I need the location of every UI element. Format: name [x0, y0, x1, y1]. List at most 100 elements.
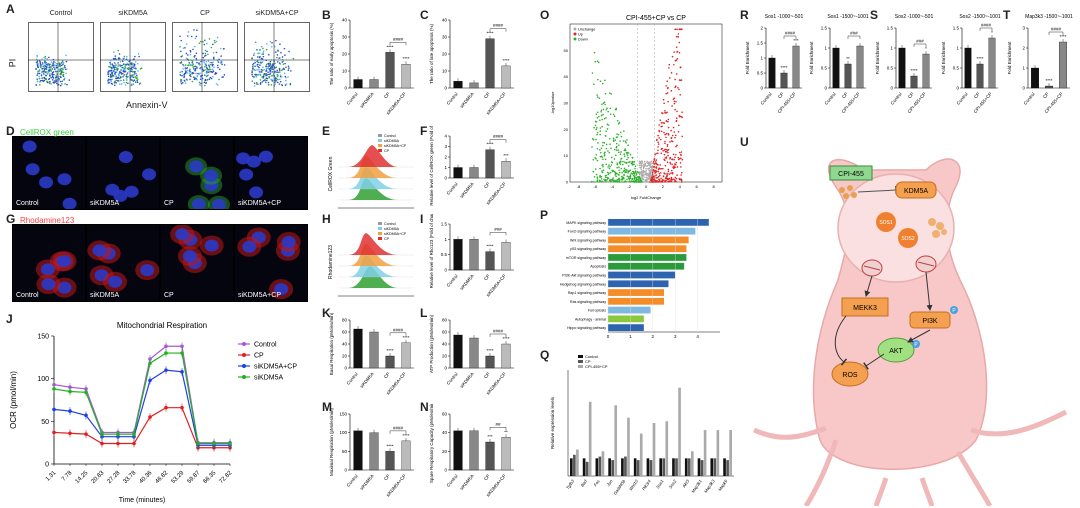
flow-event — [115, 79, 118, 82]
flow-event — [117, 76, 119, 79]
flow-event — [119, 60, 122, 63]
sig-bracket — [389, 42, 407, 46]
volcano-point — [625, 141, 627, 144]
x-tick-label: 14.25 — [75, 470, 90, 485]
volcano-point — [677, 156, 679, 159]
x-tick-label: 0 — [607, 334, 610, 339]
flow-event — [49, 75, 51, 77]
flow-event — [61, 60, 64, 62]
volcano-point — [600, 178, 603, 180]
flow-event — [267, 84, 270, 86]
flow-event — [279, 43, 281, 45]
volcano-point — [662, 150, 664, 152]
x-tick-label: CP — [483, 273, 491, 281]
flow-event — [107, 73, 109, 76]
volcano-point — [616, 181, 619, 183]
category-label: Apoptosis — [590, 265, 606, 269]
flow-event — [205, 82, 207, 84]
flow-event — [216, 59, 219, 62]
bar — [369, 79, 379, 89]
sig-label: **** — [386, 348, 393, 353]
ros-label: ROS — [842, 372, 858, 379]
flow-event — [274, 78, 276, 80]
flow-event — [204, 84, 206, 87]
bar — [1045, 85, 1054, 89]
legend-label: Down — [578, 38, 588, 42]
category-label: Autophagy - animal — [575, 317, 606, 321]
volcano-point — [647, 167, 650, 170]
x-tick-label: siKDM5A — [459, 181, 475, 199]
y-tick-label: 30 — [342, 35, 348, 40]
flow-event — [180, 70, 183, 73]
bracket-label: ### — [916, 39, 924, 44]
flow-event — [181, 81, 184, 84]
panel-letter-l: L — [420, 306, 428, 320]
flow-event — [53, 80, 56, 82]
flow-event — [211, 68, 214, 71]
volcano-point — [615, 146, 618, 149]
series-point — [180, 405, 184, 410]
flow-event — [44, 60, 46, 63]
flow-event — [53, 60, 55, 63]
flow-plot-title: CP — [200, 10, 210, 17]
flow-event — [221, 76, 223, 79]
legend-label: CP — [254, 353, 264, 360]
flow-event — [262, 79, 265, 82]
flow-event — [257, 83, 259, 86]
flow-event — [58, 63, 61, 65]
flow-event — [130, 84, 132, 87]
flow-event — [42, 65, 44, 68]
micrograph-label: siKDM5A — [90, 292, 120, 299]
volcano-point — [598, 115, 600, 118]
flow-event — [270, 83, 273, 86]
volcano-point — [642, 163, 645, 166]
flow-event — [52, 76, 54, 79]
x-tick-label: -6 — [594, 184, 598, 189]
flow-event — [136, 79, 139, 82]
flow-event — [36, 80, 39, 82]
flow-event — [211, 63, 214, 66]
sig-label: **** — [502, 336, 509, 341]
flow-event — [182, 67, 184, 70]
nucleus-stain — [57, 281, 72, 294]
series-point — [164, 351, 168, 355]
volcano-point — [669, 180, 672, 182]
micrograph: CP — [160, 136, 234, 210]
volcano-point — [673, 51, 675, 53]
akt-label: AKT — [889, 348, 903, 355]
flow-event — [271, 66, 274, 69]
x-tick-label: 6 — [696, 184, 699, 189]
volcano-point — [674, 156, 676, 159]
legend-swatch — [378, 149, 382, 152]
flow-event — [205, 64, 208, 67]
volcano-point — [621, 177, 624, 179]
volcano-point — [618, 161, 621, 164]
flow-event — [282, 60, 285, 63]
legend-swatch — [378, 232, 382, 235]
flow-event — [52, 58, 55, 61]
micrograph-label: CP — [164, 292, 174, 299]
volcano-point — [593, 175, 596, 178]
flow-event — [37, 70, 40, 73]
flow-event — [189, 73, 192, 76]
flow-event — [192, 72, 195, 74]
flow-event — [290, 70, 292, 72]
volcano-point — [609, 165, 611, 168]
flow-event — [180, 50, 182, 53]
bar — [716, 430, 720, 476]
flow-event — [209, 61, 211, 64]
flow-event — [274, 79, 276, 82]
flow-event — [186, 79, 188, 81]
volcano-point — [643, 160, 646, 163]
flow-event — [135, 77, 138, 80]
flow-event — [130, 67, 133, 70]
flow-event — [200, 60, 202, 63]
volcano-point — [599, 119, 601, 122]
flow-event — [54, 61, 56, 64]
flow-event — [218, 78, 220, 81]
flow-event — [220, 61, 223, 63]
flow-event — [251, 73, 253, 76]
